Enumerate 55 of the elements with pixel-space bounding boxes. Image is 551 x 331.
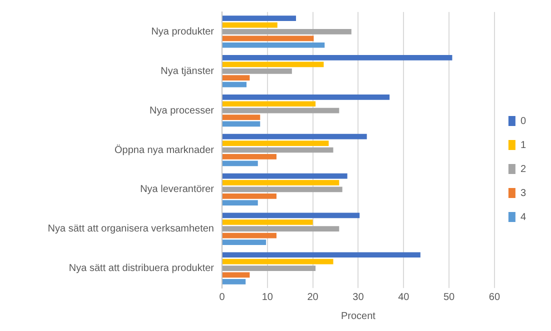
y-tick-label: Nya leverantörer [140, 184, 215, 196]
y-tick-label: Nya sätt att organisera verksamheten [48, 224, 214, 235]
bar [222, 154, 276, 160]
bar [222, 200, 258, 206]
bar [222, 82, 247, 88]
bar [222, 140, 329, 146]
x-tick-label: 20 [307, 292, 319, 303]
y-tick-label: Nya produkter [151, 26, 215, 38]
x-tick-label: 40 [398, 292, 410, 303]
bar [222, 180, 340, 186]
bar [222, 160, 258, 166]
bar [222, 36, 314, 42]
bar [222, 258, 334, 264]
bar [222, 240, 266, 245]
bar [222, 94, 390, 100]
legend-label: 4 [520, 212, 526, 223]
bar [222, 22, 278, 28]
bar [222, 108, 340, 114]
x-tick-label: 0 [219, 292, 226, 303]
x-tick-label: 10 [262, 292, 274, 303]
bar [222, 55, 452, 60]
bar [222, 121, 260, 127]
bar [222, 186, 342, 192]
bar [222, 232, 276, 238]
bar [222, 212, 360, 218]
y-tick-label: Nya processer [150, 105, 215, 116]
bar [222, 193, 276, 199]
bar [222, 266, 316, 271]
bar [222, 16, 296, 21]
legend-label: 2 [520, 164, 526, 175]
legend-label: 3 [520, 188, 526, 199]
y-tick-label: Nya sätt att distribuera produkter [68, 263, 215, 274]
bar [222, 252, 420, 258]
bar [222, 219, 313, 225]
bar [222, 226, 340, 232]
x-tick-label: 60 [488, 292, 500, 303]
bar [222, 101, 316, 107]
bar [222, 75, 250, 81]
bar [222, 62, 324, 68]
bar [222, 42, 325, 48]
bar [222, 147, 334, 153]
bar [222, 68, 292, 74]
legend-label: 1 [520, 140, 526, 151]
y-tick-label: Öppna nya marknader [114, 144, 215, 156]
bar [222, 114, 260, 120]
bar [222, 134, 367, 140]
y-tick-label: Nya tjänster [160, 66, 215, 77]
bar [222, 173, 348, 179]
bar [222, 272, 250, 278]
x-tick-label: 30 [352, 292, 364, 303]
bar [222, 29, 352, 34]
x-tick-label: 50 [443, 292, 456, 303]
legend-label: 0 [520, 116, 526, 127]
x-axis-title: Procent [340, 310, 376, 322]
bar [222, 279, 246, 284]
